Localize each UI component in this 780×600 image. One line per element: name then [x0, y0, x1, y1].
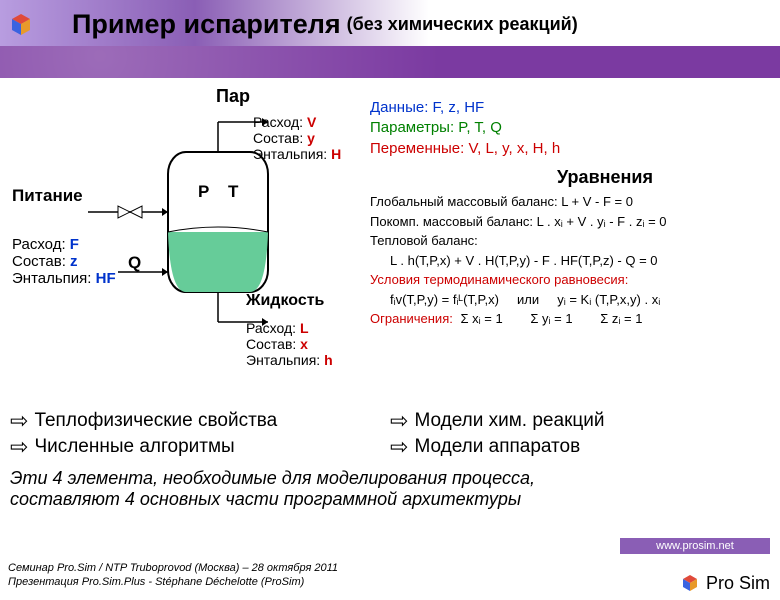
bullet-block: ⇨ Теплофизические свойства ⇨ Модели хим. р… — [10, 408, 770, 460]
vars-label: Переменные: V, L, y, x, H, h — [370, 140, 560, 157]
feed-rate-label: Расход: — [12, 236, 70, 253]
t-label: T — [228, 182, 239, 201]
heat-balance-label: Тепловой баланс: — [370, 233, 478, 248]
bullet-thermo: Теплофизические свойства — [34, 410, 277, 432]
bullet-chem: Модели хим. реакций — [414, 410, 604, 432]
cube-icon — [6, 9, 36, 39]
feed-label: Питание — [12, 186, 116, 206]
slide-title: Пример испарителя — [72, 9, 341, 40]
slide-subtitle: (без химических реакций) — [347, 14, 578, 35]
equations-block: Данные: F, z, HF Параметры: P, T, Q Пере… — [370, 98, 770, 330]
arrow-icon: ⇨ — [390, 408, 408, 434]
equil-eq1: fᵢᴠ(T,P,y) = fᵢᴸ(T,P,x) — [390, 292, 499, 307]
liquid-block: Жидкость Расход: L Состав: x Энтальпия: … — [246, 292, 333, 368]
slide-header: Пример испарителя (без химических реакци… — [0, 0, 780, 48]
footer-credits: Семинар Pro.Sim / NTP Truboprovod (Москв… — [8, 562, 338, 590]
constraint-y: Σ yᵢ = 1 — [530, 311, 572, 326]
arrow-icon: ⇨ — [10, 434, 28, 460]
constraint-z: Σ zᵢ = 1 — [600, 311, 642, 326]
cube-icon — [679, 572, 701, 594]
footer-url: www.prosim.net — [620, 538, 770, 554]
vapor-label: Пар — [216, 86, 250, 106]
slide-footer: www.prosim.net Семинар Pro.Sim / NTP Tru… — [0, 544, 780, 600]
equations-title: Уравнения — [440, 165, 770, 189]
arrow-icon: ⇨ — [390, 434, 408, 460]
params-label: Параметры: P, T, Q — [370, 119, 502, 136]
vapor-block: Расход: V Состав: y Энтальпия: H — [253, 114, 341, 162]
feed-enth-label: Энтальпия: — [12, 270, 96, 287]
summary-text: Эти 4 элемента, необходимые для моделиро… — [10, 468, 770, 510]
p-label: P — [198, 182, 209, 201]
feed-rate-val: F — [70, 236, 79, 253]
feed-comp-label: Состав: — [12, 253, 70, 270]
prosim-logo: Pro Sim — [679, 572, 770, 594]
feed-comp-val: z — [70, 253, 78, 270]
evaporator-diagram: Пар P T Q — [8, 82, 358, 402]
mass-balance-label: Глобальный массовый баланс: — [370, 194, 558, 209]
constraint-x: Σ xᵢ = 1 — [460, 311, 502, 326]
equil-eq2: yᵢ = Kᵢ (T,P,x,y) . xᵢ — [557, 292, 660, 307]
data-label: Данные: F, z, HF — [370, 99, 484, 116]
arrow-icon: ⇨ — [10, 408, 28, 434]
feed-block: Питание Расход: F Состав: z Энтальпия: H… — [12, 186, 116, 287]
feed-enth-val: HF — [96, 270, 116, 287]
liquid-label: Жидкость — [246, 292, 333, 310]
decorative-band — [0, 46, 780, 78]
bullet-apparatus: Модели аппаратов — [414, 436, 580, 458]
mass-balance: L + V - F = 0 — [561, 194, 633, 209]
comp-balance: L . xᵢ + V . yᵢ - F . zᵢ = 0 — [537, 214, 667, 229]
comp-balance-label: Покомп. массовый баланс: — [370, 214, 533, 229]
equil-label: Условия термодинамического равновесия: — [370, 271, 770, 289]
q-label: Q — [128, 253, 141, 272]
heat-balance: L . h(T,P,x) + V . H(T,P,y) - F . HF(T,P… — [390, 252, 770, 270]
bullet-numeric: Численные алгоритмы — [34, 436, 234, 458]
constraints-label: Ограничения: — [370, 311, 453, 326]
